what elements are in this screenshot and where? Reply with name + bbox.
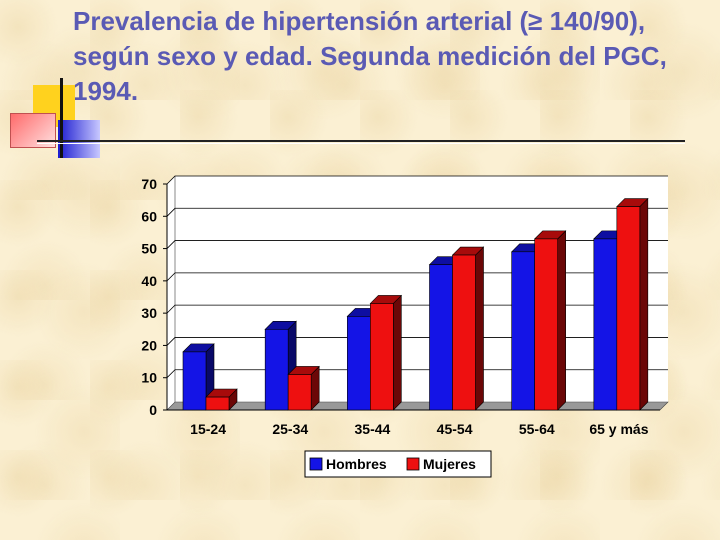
title-divider-line (37, 140, 685, 142)
gridline (166, 240, 668, 249)
bar-mujeres-3 (451, 246, 485, 411)
gridline (166, 304, 668, 314)
title-divider-highlight (37, 143, 685, 144)
y-tick-label: 40 (141, 273, 157, 289)
bars (182, 197, 649, 411)
y-axis-ticks: 0 10 20 30 40 50 60 70 (141, 176, 167, 418)
plot-background (167, 176, 668, 410)
slide-title: Prevalencia de hipertensión arterial (≥ … (73, 6, 667, 106)
gridline (166, 207, 668, 217)
legend-box (304, 450, 492, 478)
gridline (166, 272, 668, 282)
y-tick-label: 10 (141, 370, 157, 386)
gridlines (166, 175, 668, 378)
x-tick-label: 65 y más (589, 421, 648, 437)
legend: Hombres Mujeres (304, 450, 492, 478)
gridline (166, 369, 668, 378)
y-tick-label: 70 (141, 176, 157, 192)
bar-mujeres-0 (205, 388, 238, 411)
bar-mujeres-2 (369, 294, 403, 411)
gridline (166, 337, 668, 346)
y-tick-label: 50 (141, 241, 157, 257)
legend-label-mujeres: Mujeres (423, 456, 476, 472)
x-tick-label: 45-54 (437, 421, 473, 437)
legend-label-hombres: Hombres (326, 456, 387, 472)
bar-hombres-0 (182, 343, 215, 411)
bar-mujeres-4 (533, 230, 567, 411)
legend-swatch-hombres (309, 457, 323, 471)
bar-mujeres-5 (616, 197, 649, 411)
y-tick-label: 20 (141, 337, 157, 353)
chart-floor (166, 401, 669, 411)
decorative-red-square (10, 113, 56, 148)
legend-swatch-mujeres (406, 457, 420, 471)
decorative-blue-square (58, 120, 100, 158)
y-tick-label: 60 (141, 208, 157, 224)
plot-area (166, 176, 669, 411)
bar-mujeres-1 (287, 365, 320, 411)
y-tick-label: 30 (141, 305, 157, 321)
y-tick-label: 0 (149, 402, 157, 418)
decorative-vertical-line (60, 78, 63, 158)
x-tick-label: 25-34 (272, 421, 308, 437)
x-tick-label: 35-44 (355, 421, 391, 437)
x-axis-ticks: 15-24 25-34 35-44 45-54 55-64 65 y más (190, 421, 649, 437)
x-tick-label: 15-24 (190, 421, 226, 437)
gridline (166, 175, 668, 185)
x-tick-label: 55-64 (519, 421, 555, 437)
